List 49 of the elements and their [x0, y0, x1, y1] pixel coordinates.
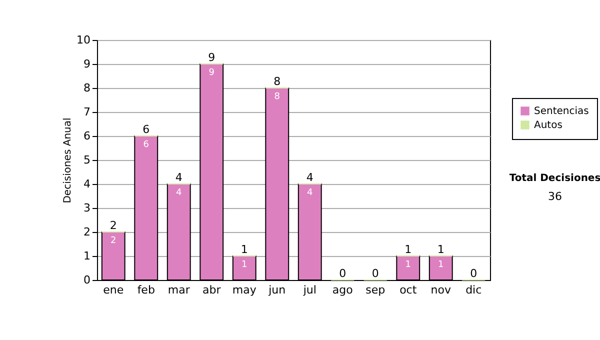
total-label: 0 [372, 267, 379, 280]
x-tick-label: mar [168, 284, 190, 296]
x-tick-label: oct [400, 284, 418, 296]
y-tick-label: 10 [76, 34, 90, 46]
data-label: 1 [438, 260, 444, 270]
y-tick-label: 9 [84, 58, 90, 70]
total-label: 6 [142, 123, 150, 136]
data-label: 8 [274, 92, 280, 102]
y-tick-label: 7 [84, 106, 90, 118]
y-tick-label: 6 [84, 130, 90, 142]
x-tick-label: nov [430, 284, 452, 296]
total-label: 0 [470, 267, 478, 280]
x-tick-label: may [232, 284, 257, 296]
data-label: 4 [307, 188, 314, 198]
total-label: 4 [175, 171, 182, 184]
x-tick-label: feb [137, 284, 155, 296]
text: Total Decisiones [509, 173, 600, 184]
y-axis-title: Decisiones Anual [62, 118, 74, 204]
x-tick-label: ago [332, 284, 354, 296]
y-tick-label: 5 [84, 154, 90, 166]
x-tick-label: ene [103, 284, 124, 296]
legend-label: Autos [534, 120, 562, 131]
x-tick-label: abr [202, 284, 222, 296]
total-label: 0 [339, 267, 346, 280]
x-tick-label: sep [366, 284, 386, 296]
total-label: 9 [208, 51, 216, 64]
data-label: 4 [176, 188, 182, 198]
y-tick-label: 3 [84, 202, 90, 214]
total-label: 1 [240, 243, 248, 256]
y-tick-label: 2 [84, 226, 90, 238]
x-tick-label: jun [268, 284, 286, 296]
data-label: 9 [208, 68, 215, 78]
total-label: 8 [274, 75, 281, 88]
data-label: 2 [110, 236, 116, 246]
y-tick-label: 1 [84, 250, 90, 262]
data-label: 6 [143, 140, 150, 150]
total-label: 1 [404, 243, 412, 256]
data-label: 1 [242, 260, 248, 270]
total-label: 2 [110, 219, 117, 232]
y-tick-label: 8 [84, 82, 90, 94]
x-tick-label: jul [302, 284, 316, 296]
x-tick-label: dic [466, 284, 482, 296]
total-label: 1 [437, 243, 444, 256]
total-label: 4 [306, 171, 314, 184]
y-tick-label: 4 [84, 178, 90, 190]
data-label: 1 [405, 260, 411, 270]
y-tick-label: 0 [84, 274, 90, 286]
text: 36 [548, 190, 562, 203]
legend-label: Sentencias [534, 106, 589, 117]
